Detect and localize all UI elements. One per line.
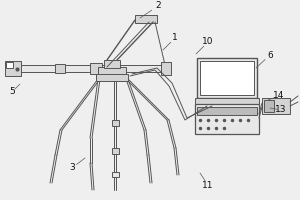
Bar — [197, 58, 257, 98]
Text: 1: 1 — [172, 33, 178, 43]
Bar — [262, 98, 290, 114]
Text: 6: 6 — [267, 50, 273, 60]
Text: 13: 13 — [275, 106, 287, 114]
Bar — [112, 172, 119, 177]
Bar — [195, 98, 259, 104]
Bar — [195, 104, 259, 134]
Bar — [90, 63, 102, 74]
Bar — [112, 148, 119, 154]
Bar — [135, 15, 157, 23]
Text: 14: 14 — [273, 92, 285, 100]
Bar — [197, 107, 257, 115]
Bar — [98, 67, 126, 79]
Text: 10: 10 — [202, 38, 214, 46]
Bar — [161, 62, 171, 75]
Bar — [17, 65, 165, 72]
Bar — [104, 60, 120, 68]
Bar — [200, 61, 254, 95]
Text: 2: 2 — [155, 1, 161, 10]
Text: 11: 11 — [202, 180, 214, 190]
Bar — [96, 74, 128, 81]
Bar — [55, 64, 65, 73]
Text: 3: 3 — [69, 164, 75, 172]
Bar — [5, 61, 21, 76]
Bar — [264, 100, 274, 112]
Text: 5: 5 — [9, 88, 15, 97]
Bar — [112, 120, 119, 126]
Bar — [6, 62, 13, 68]
